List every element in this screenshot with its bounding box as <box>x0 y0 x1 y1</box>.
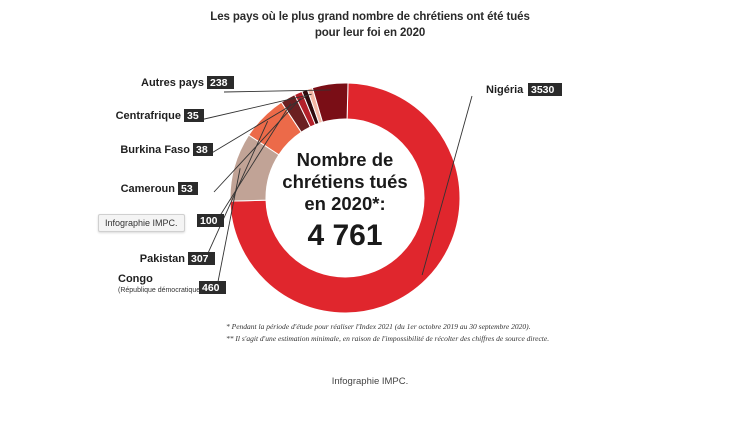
leader-line <box>215 168 241 293</box>
center-total: 4 761 <box>307 219 382 252</box>
center-line1: Nombre de <box>297 149 394 170</box>
label-autres-pays: Autres pays <box>141 77 204 89</box>
value-centrafrique: 35 <box>187 110 199 122</box>
leader-line <box>199 93 312 121</box>
value-nig-ria: 3530 <box>531 84 555 96</box>
value-box <box>184 109 204 122</box>
label-cameroun: Cameroun <box>121 183 176 195</box>
leader-line <box>215 103 292 223</box>
leader-line <box>203 120 269 263</box>
label-nig-ria: Nigéria <box>486 84 524 96</box>
label-centrafrique: Centrafrique <box>116 110 181 122</box>
sublabel-congo: (République démocratique) <box>118 287 202 294</box>
slice-autres-pays <box>311 82 349 123</box>
value-unnamed: 100 <box>200 215 218 227</box>
value-box <box>528 83 562 96</box>
image-tooltip: Infographie IMPC. <box>98 214 185 232</box>
label-pakistan: Pakistan <box>140 253 186 265</box>
leader-line <box>209 95 307 155</box>
value-burkina-faso: 38 <box>196 144 208 156</box>
leader-line <box>213 98 301 193</box>
value-box <box>197 214 224 227</box>
value-congo: 460 <box>202 282 220 294</box>
chart-title-line2: pour leur foi en 2020 <box>314 27 426 39</box>
value-box <box>188 252 215 265</box>
leader-line <box>421 95 473 276</box>
label-burkina-faso: Burkina Faso <box>120 144 190 156</box>
value-cameroun: 53 <box>181 183 193 195</box>
slice-nig-ria <box>229 82 461 314</box>
value-autres-pays: 238 <box>210 77 228 89</box>
value-box <box>178 182 198 195</box>
center-line2: chrétiens tués <box>282 171 407 192</box>
chart-title-line1: Les pays où le plus grand nombre de chré… <box>210 11 530 23</box>
value-box <box>193 143 213 156</box>
center-line3: en 2020*: <box>304 193 385 214</box>
value-box <box>207 76 234 89</box>
leader-line <box>223 89 331 93</box>
value-box <box>199 281 226 294</box>
footnote-1: * Pendant la période d'étude pour réalis… <box>226 322 531 331</box>
footnote-2: ** Il s'agit d'une estimation minimale, … <box>226 334 550 343</box>
image-caption: Infographie IMPC. <box>331 376 409 387</box>
label-congo: Congo <box>118 273 153 285</box>
value-pakistan: 307 <box>191 253 209 265</box>
